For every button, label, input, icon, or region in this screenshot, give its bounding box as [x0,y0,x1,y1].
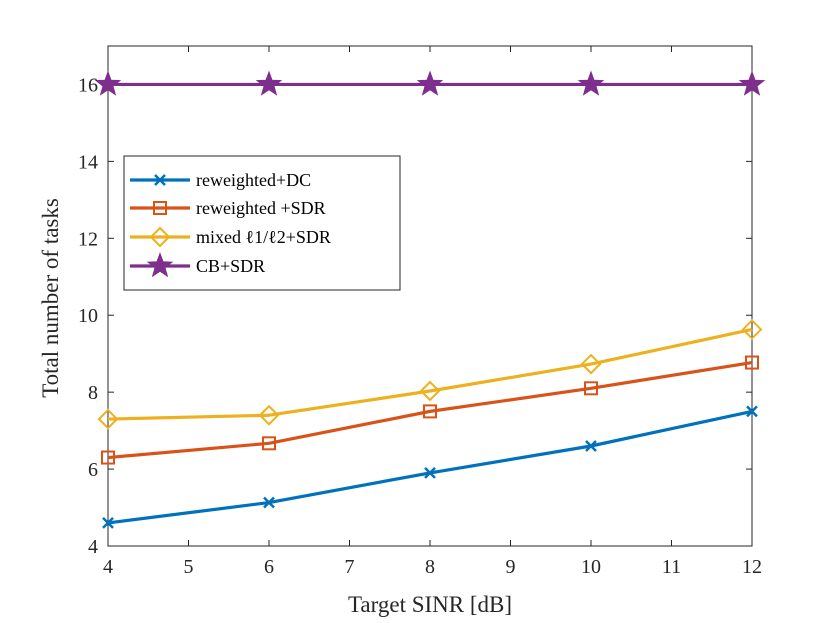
y-tick-label: 10 [78,305,98,327]
legend-entry: reweighted+DC [130,170,311,190]
x-tick-label: 12 [742,556,762,578]
legend-label: reweighted +SDR [196,198,326,218]
series-line [107,360,753,460]
data-point [255,70,283,96]
data-point [424,467,436,479]
data-point [423,404,437,419]
x-tick-label: 11 [662,556,681,578]
data-point [94,70,122,96]
x-axis-label: Target SINR [dB] [348,592,512,617]
data-point [263,496,275,509]
legend-marker [149,226,171,248]
series-3 [97,319,763,430]
x-tick-label: 10 [581,556,601,578]
data-point [258,404,280,426]
legend-entry: mixed ℓ1/ℓ2+SDR [130,226,331,248]
x-tick-label: 8 [425,556,435,578]
legend-marker [153,201,167,215]
data-point [416,70,444,96]
x-tick-label: 9 [506,556,516,578]
data-point [580,353,602,375]
data-point [577,70,605,96]
legend-marker [154,174,166,186]
y-tick-label: 6 [88,459,98,481]
legend-box [123,155,401,291]
legend-entry: reweighted +SDR [130,198,326,218]
data-point [262,436,276,451]
legend-entry: CB+SDR [130,252,265,278]
legend: reweighted+DC reweighted +SDR mixed ℓ1/ℓ2+… [123,155,401,291]
plot-frame [107,45,753,547]
y-tick-label: 8 [88,382,98,404]
data-point [741,319,763,340]
data-point [585,440,597,452]
data-point [738,70,766,96]
x-tick-label: 4 [103,556,113,578]
x-tick-label: 6 [264,556,274,578]
data-point [419,380,441,402]
plot-area [94,45,766,547]
series-2 [101,355,759,465]
y-tick-label: 4 [88,536,98,558]
tick-labels: 4 5 6 7 8 9 10 11 12 4 6 8 10 12 14 16 [78,74,762,578]
data-point [97,408,119,430]
legend-marker [146,252,174,278]
data-point [746,405,758,418]
y-tick-label: 12 [78,228,98,250]
series-line [107,327,753,421]
legend-label: reweighted+DC [196,170,311,190]
data-point [102,517,114,529]
data-point [584,381,598,396]
data-point [745,355,759,370]
y-tick-label: 16 [78,74,98,96]
y-tick-label: 14 [78,151,98,173]
y-axis-label: Total number of tasks [38,198,63,398]
series-1 [102,405,758,529]
legend-label: CB+SDR [196,256,265,276]
axis-ticks [107,46,753,547]
x-tick-label: 5 [184,556,194,578]
series-4 [94,70,766,96]
x-tick-label: 7 [345,556,355,578]
series-layer [94,70,766,529]
data-point [101,450,115,465]
legend-label: mixed ℓ1/ℓ2+SDR [196,227,331,247]
